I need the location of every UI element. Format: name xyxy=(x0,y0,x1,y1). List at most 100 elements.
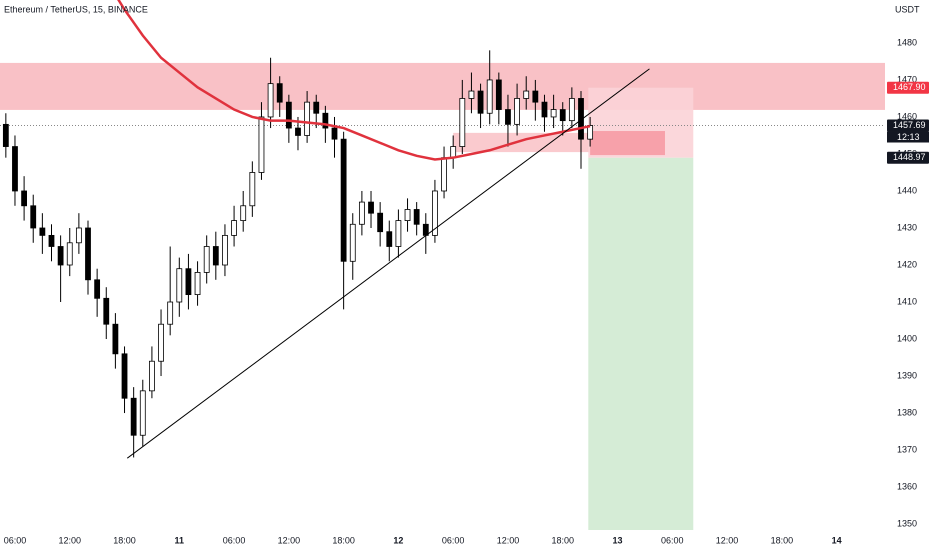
candle-body xyxy=(550,109,557,118)
price-badge-label: 1467.90 xyxy=(893,82,926,92)
candle-body xyxy=(39,227,46,236)
candle-body xyxy=(75,227,82,244)
x-tick-label: 11 xyxy=(175,535,185,545)
x-tick-label: 18:00 xyxy=(113,535,136,545)
y-tick-label: 1400 xyxy=(897,333,917,343)
x-tick-label: 12:00 xyxy=(58,535,81,545)
chart-title: Ethereum / TetherUS, 15, BINANCE xyxy=(4,4,148,14)
candle-body xyxy=(559,109,566,122)
candle-body xyxy=(441,157,447,192)
candle-body xyxy=(240,205,247,221)
candle-body xyxy=(486,79,493,114)
candle-body xyxy=(249,172,256,207)
countdown-badge xyxy=(887,131,929,143)
moving-average xyxy=(117,0,591,161)
candle-body xyxy=(340,138,347,262)
countdown: 12:13 xyxy=(897,132,920,142)
candle-body xyxy=(413,209,420,225)
y-tick-label: 1470 xyxy=(897,74,917,84)
candle-body xyxy=(203,246,210,273)
candle-body xyxy=(477,90,484,114)
candle-body xyxy=(514,98,520,125)
candle-body xyxy=(532,90,539,103)
candle-body xyxy=(322,112,329,129)
inner-box xyxy=(590,131,665,156)
candle-body xyxy=(295,127,301,136)
y-tick-label: 1460 xyxy=(897,111,917,121)
candle-body xyxy=(468,90,475,99)
candle-body xyxy=(450,146,457,159)
candle-body xyxy=(12,146,18,192)
y-axis-label: USDT xyxy=(895,4,920,14)
candle-body xyxy=(212,246,219,266)
candle-body xyxy=(358,201,365,225)
y-tick-label: 1410 xyxy=(897,296,917,306)
candle-body xyxy=(222,234,228,266)
candle-body xyxy=(276,83,283,103)
y-tick-label: 1430 xyxy=(897,222,917,232)
candle-body xyxy=(368,201,374,214)
candle-body xyxy=(158,323,164,362)
candle-body xyxy=(432,190,438,236)
y-tick-label: 1390 xyxy=(897,370,917,380)
candle-body xyxy=(167,301,174,325)
candle-body xyxy=(30,205,37,229)
x-tick-label: 06:00 xyxy=(4,535,27,545)
candle-body xyxy=(112,323,119,355)
candle-body xyxy=(48,234,55,247)
x-tick-label: 18:00 xyxy=(771,535,794,545)
x-tick-label: 12:00 xyxy=(278,535,301,545)
candle-body xyxy=(377,212,384,233)
candle-body xyxy=(459,98,466,147)
x-tick-label: 18:00 xyxy=(332,535,355,545)
y-tick-label: 1480 xyxy=(897,37,917,47)
candle-body xyxy=(541,101,548,118)
x-tick-label: 06:00 xyxy=(661,535,684,545)
candle-body xyxy=(130,397,137,436)
candle-body xyxy=(57,246,64,266)
candle-body xyxy=(103,297,110,325)
trendline xyxy=(126,68,650,459)
candle-body xyxy=(395,220,402,247)
price-badge-label: 1457.69 xyxy=(893,120,926,130)
resistance-zone xyxy=(0,62,885,110)
x-tick-label: 18:00 xyxy=(551,535,574,545)
candle-body xyxy=(176,268,183,303)
candle-body xyxy=(587,125,594,140)
candle-body xyxy=(267,83,274,118)
y-tick-label: 1380 xyxy=(897,407,917,417)
x-tick-label: 06:00 xyxy=(442,535,465,545)
candle-body xyxy=(94,279,101,299)
candle-body xyxy=(349,223,356,262)
y-tick-label: 1350 xyxy=(897,518,917,528)
x-tick-label: 14 xyxy=(832,535,842,545)
price-badge-label: 1448.97 xyxy=(893,152,926,162)
candle-body xyxy=(231,220,237,236)
candle-body xyxy=(495,79,502,110)
candle-body xyxy=(121,353,128,399)
candle-body xyxy=(2,123,9,147)
x-tick-label: 06:00 xyxy=(223,535,246,545)
candle-body xyxy=(194,272,201,296)
x-tick-label: 12 xyxy=(393,535,403,545)
candle-body xyxy=(285,101,292,129)
candle-body xyxy=(523,90,530,99)
x-tick-label: 13 xyxy=(613,535,623,545)
candle-body xyxy=(505,109,511,125)
x-tick-label: 12:00 xyxy=(497,535,520,545)
price-badge xyxy=(887,119,929,132)
price-badge xyxy=(887,81,929,94)
y-tick-label: 1440 xyxy=(897,185,917,195)
reward-box xyxy=(588,157,694,530)
candle-body xyxy=(139,390,146,436)
support-zone xyxy=(453,132,591,153)
y-tick-label: 1420 xyxy=(897,259,917,269)
candle-body xyxy=(304,101,311,136)
price-badge xyxy=(887,151,929,164)
candle-body xyxy=(386,231,393,247)
y-tick-label: 1360 xyxy=(897,481,917,491)
y-tick-label: 1370 xyxy=(897,444,917,454)
candle-body xyxy=(85,227,91,281)
candle-body xyxy=(149,360,155,392)
